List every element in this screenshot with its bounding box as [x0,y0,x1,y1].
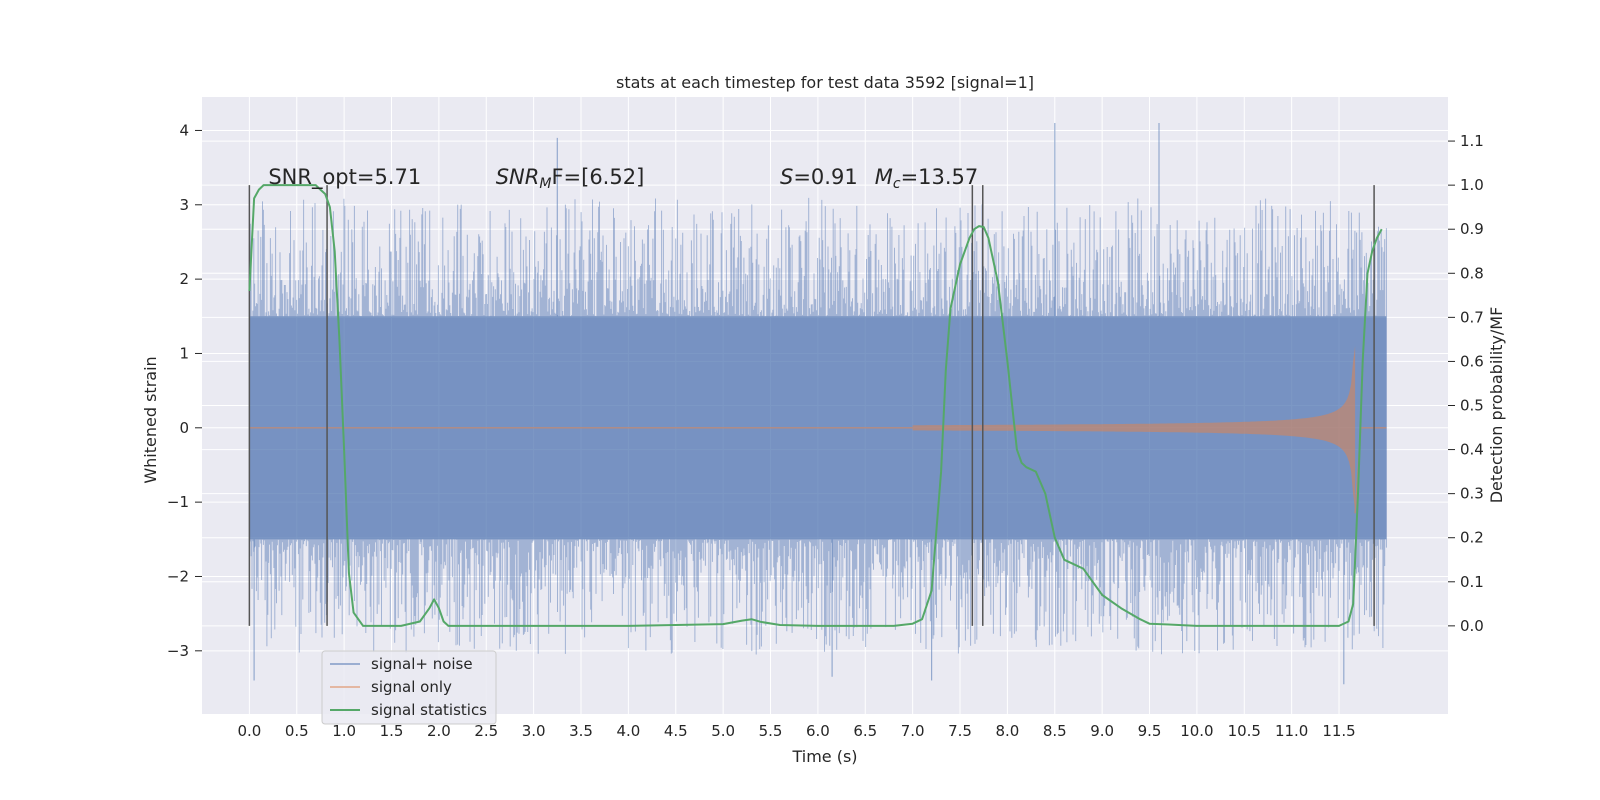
y-left-tick-label: 3 [179,196,189,214]
legend-label-signal-noise: signal+ noise [371,655,473,673]
legend: signal+ noise signal only signal statist… [321,650,497,725]
y-axis-left-label: Whitened strain [141,356,160,483]
annotation-text-0: SNR_opt=5.71 [268,165,421,190]
x-tick-label: 7.0 [901,722,925,740]
y-right-tick-label: 0.0 [1460,617,1484,635]
annotation-text-3: Mc=13.57 [875,165,979,192]
x-tick-label: 9.5 [1138,722,1162,740]
chart-title: stats at each timestep for test data 359… [616,73,1034,92]
x-tick-label: 2.5 [474,722,498,740]
x-tick-label: 8.5 [1043,722,1067,740]
y-right-tick-label: 1.1 [1460,132,1484,150]
x-tick-label: 11.0 [1275,722,1308,740]
y-right-tick-label: 0.7 [1460,308,1484,326]
y-left-tick-label: 0 [179,419,189,437]
y-left-tick-label: −2 [167,567,189,585]
signal-statistics-line [248,184,1383,627]
axis-ticks: 0.0 0.5 1.0 1.5 2.0 2.5 3.0 3.5 4.0 4.5 5.0 5.5 6.0 6… [167,121,1484,740]
y-right-tick-label: 0.6 [1460,352,1484,370]
vertical-markers [248,185,1375,626]
series-signal-statistics [248,184,1383,627]
y-right-tick-label: 0.2 [1460,529,1484,547]
x-tick-label: 10.5 [1228,722,1261,740]
x-tick-label: 1.5 [380,722,404,740]
legend-label-signal-only: signal only [371,678,452,696]
x-tick-label: 11.5 [1322,722,1355,740]
annotation-text-1: SNRMF=[6.52] [496,165,645,192]
x-axis-label: Time (s) [791,747,857,766]
x-tick-label: 3.0 [522,722,546,740]
noise-peaks [253,123,1345,685]
x-tick-label: 2.0 [427,722,451,740]
x-tick-label: 0.5 [285,722,309,740]
y-right-tick-label: 0.5 [1460,397,1484,415]
legend-box [321,650,497,725]
x-tick-label: 5.5 [759,722,783,740]
annotations: SNR_opt=5.71 SNRMF=[6.52] S=0.91 Mc=13.57 [268,165,978,192]
x-tick-label: 8.0 [995,722,1019,740]
y-axis-right-label: Detection probability/MF [1487,307,1506,504]
y-right-tick-label: 0.9 [1460,220,1484,238]
x-tick-label: 4.5 [664,722,688,740]
x-tick-label: 6.0 [806,722,830,740]
x-tick-label: 0.0 [237,722,261,740]
x-tick-label: 7.5 [948,722,972,740]
y-right-tick-label: 0.8 [1460,264,1484,282]
x-tick-label: 9.0 [1090,722,1114,740]
x-tick-label: 4.0 [616,722,640,740]
x-tick-label: 5.0 [711,722,735,740]
x-tick-label: 6.5 [853,722,877,740]
signal-chirp-envelope [912,346,1356,510]
y-left-tick-label: −1 [167,493,189,511]
y-left-tick-label: 2 [179,270,189,288]
y-right-tick-label: 1.0 [1460,176,1484,194]
y-left-tick-label: 4 [179,121,189,139]
y-right-tick-label: 0.1 [1460,573,1484,591]
y-right-tick-label: 0.4 [1460,441,1484,459]
annotation-text-2: S=0.91 [780,165,858,189]
y-left-tick-label: 1 [179,344,189,362]
x-tick-label: 3.5 [569,722,593,740]
x-tick-label: 1.0 [332,722,356,740]
x-tick-label: 10.0 [1180,722,1213,740]
y-left-tick-label: −3 [167,642,189,660]
y-right-tick-label: 0.3 [1460,485,1484,503]
legend-label-signal-statistics: signal statistics [371,701,487,719]
